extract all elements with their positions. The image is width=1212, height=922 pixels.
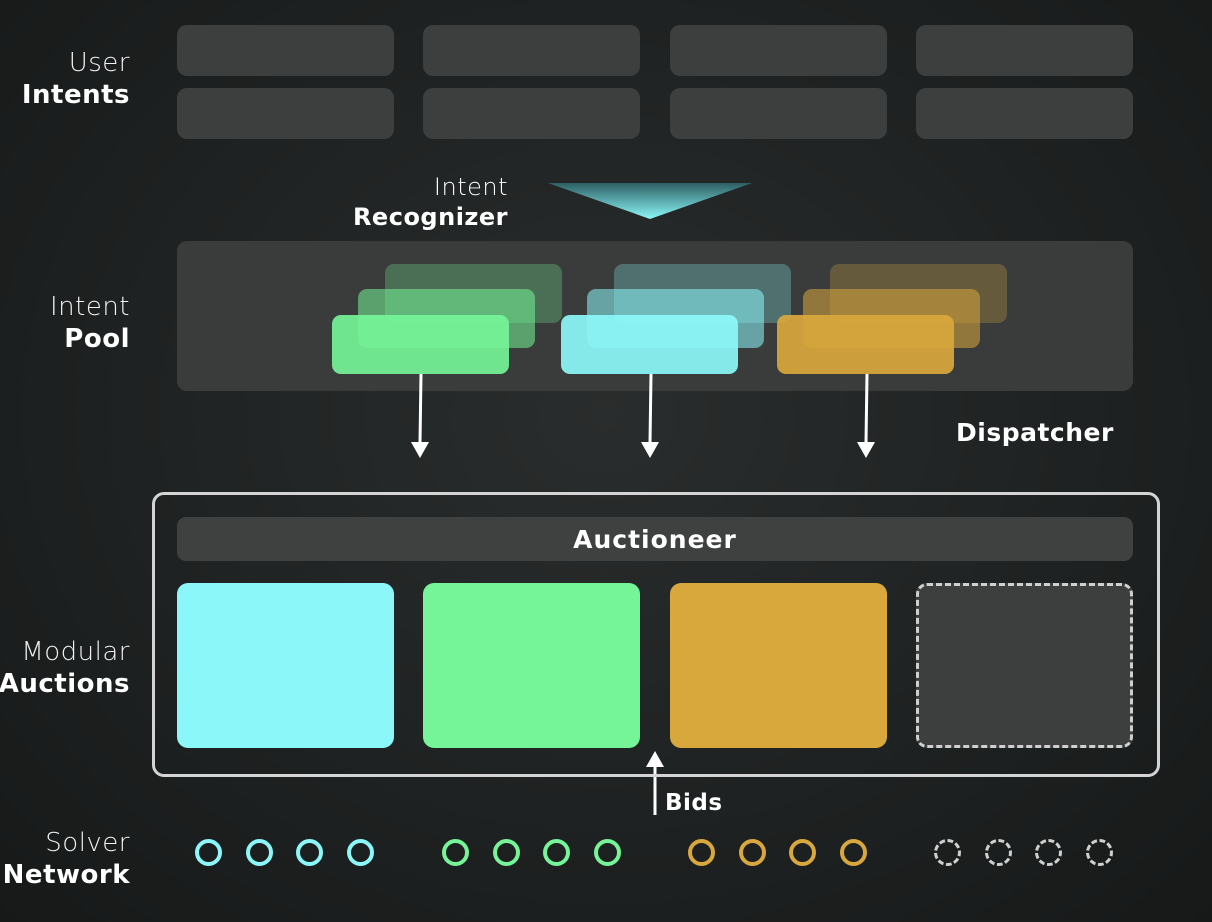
intent-pool-label-line1: Intent	[49, 292, 130, 322]
recognizer-funnel-icon	[548, 183, 752, 219]
auction-module-green	[423, 583, 640, 748]
dispatch-arrow	[411, 373, 429, 458]
solver-node-empty	[934, 839, 961, 866]
intent-card-green	[332, 315, 509, 374]
auctioneer-bar: Auctioneer	[177, 517, 1133, 561]
solver-network-label-line2: Network	[2, 860, 130, 890]
modular-auctions-label: Modular Auctions	[0, 636, 130, 700]
auction-module-empty	[916, 583, 1133, 748]
solver-network-label-line1: Solver	[45, 828, 130, 858]
auction-module-cyan	[177, 583, 394, 748]
solver-node-empty	[1085, 839, 1113, 866]
auctioneer-label: Auctioneer	[573, 524, 737, 554]
modular-auctions-label-line2: Auctions	[0, 669, 130, 699]
user-intent-slot	[423, 25, 640, 76]
solver-node-empty	[1035, 839, 1062, 866]
solver-node-gold	[839, 839, 867, 866]
user-intents-label-line2: Intents	[21, 80, 130, 110]
user-intent-slot	[177, 25, 394, 76]
user-intent-slot	[177, 88, 394, 139]
dispatch-arrow	[641, 373, 659, 458]
user-intent-slot	[916, 88, 1133, 139]
modular-auctions-frame	[152, 492, 1160, 777]
user-intent-slot	[670, 88, 887, 139]
intent-recognizer-line1: Intent	[433, 173, 508, 201]
dispatcher-label: Dispatcher	[956, 418, 1114, 447]
solver-node-green	[543, 839, 570, 866]
solver-node-empty	[984, 839, 1012, 866]
modular-auctions-label-line1: Modular	[21, 637, 130, 667]
auction-module-gold	[670, 583, 887, 748]
user-intent-slot	[423, 88, 640, 139]
user-intents-label: User Intents	[22, 47, 130, 111]
intent-recognizer-line2: Recognizer	[352, 203, 508, 231]
bids-label: Bids	[665, 790, 723, 816]
solver-node-cyan	[346, 839, 374, 866]
solver-node-gold	[688, 839, 715, 866]
solver-node-green	[593, 839, 621, 866]
solver-node-green	[442, 839, 469, 866]
intent-recognizer-label: Intent Recognizer	[300, 172, 508, 232]
solver-node-green	[492, 839, 520, 866]
user-intents-label-line1: User	[68, 48, 130, 78]
intent-pool-label-line2: Pool	[64, 324, 130, 354]
user-intent-slot	[916, 25, 1133, 76]
solver-node-cyan	[245, 839, 273, 866]
solver-node-gold	[738, 839, 766, 866]
intent-pool-label: Intent Pool	[50, 291, 130, 355]
intent-card-cyan	[561, 315, 738, 374]
user-intent-slot	[670, 25, 887, 76]
dispatch-arrow	[857, 373, 875, 458]
solver-network-label: Solver Network	[3, 827, 130, 891]
solver-node-gold	[789, 839, 816, 866]
solver-node-cyan	[195, 839, 222, 866]
intent-card-gold	[777, 315, 954, 374]
solver-node-cyan	[296, 839, 323, 866]
